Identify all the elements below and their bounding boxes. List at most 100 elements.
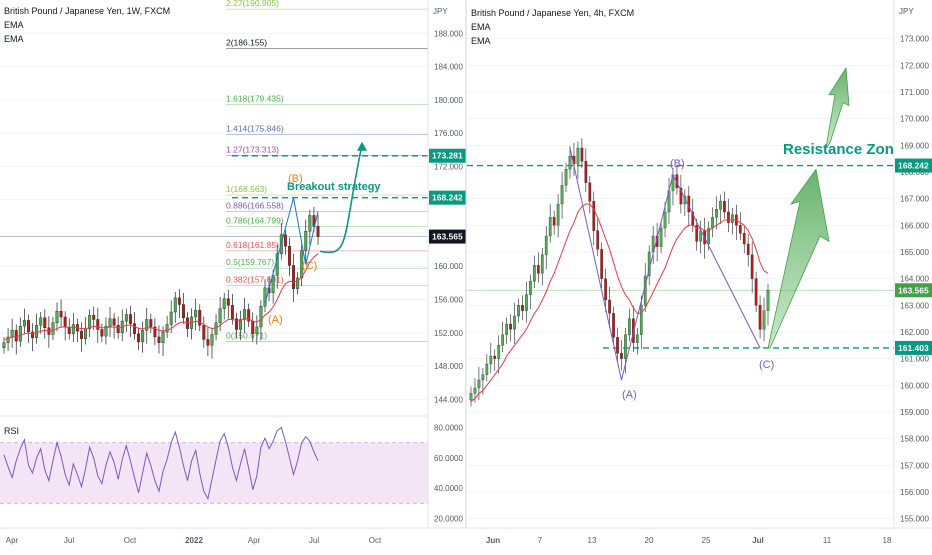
right-x-tick-label: 18 bbox=[883, 536, 892, 545]
left-y-tick-label: 148.000 bbox=[434, 362, 463, 371]
bullish-candle bbox=[141, 330, 145, 343]
bearish-candle bbox=[133, 323, 136, 334]
bullish-candle bbox=[210, 334, 214, 346]
fibonacci-extension[interactable]: 2.27(190.905) 2(186.155) 1.618(179.435) 1.4… bbox=[226, 0, 428, 342]
right-x-tick-label: 13 bbox=[588, 536, 597, 545]
bearish-candle bbox=[177, 297, 181, 305]
right-y-tick-label: 156.000 bbox=[900, 488, 929, 497]
right-y-tick-label: 172.000 bbox=[900, 61, 929, 70]
right-axis-background bbox=[894, 0, 932, 528]
right-y-tick-label: 166.000 bbox=[900, 221, 929, 230]
bullish-candle bbox=[556, 203, 560, 226]
bullish-candle bbox=[218, 308, 222, 324]
bullish-candle bbox=[308, 215, 312, 232]
bullish-candle bbox=[481, 374, 485, 381]
fib-level-label: 0.5(159.767) bbox=[226, 257, 274, 267]
right-currency-label: JPY bbox=[899, 7, 914, 16]
left-ema-line bbox=[3, 253, 319, 340]
bullish-candle bbox=[469, 393, 473, 401]
bearish-candle bbox=[202, 325, 206, 340]
bullish-candle bbox=[169, 311, 173, 325]
bullish-candle bbox=[124, 314, 128, 322]
left-x-tick-label: Jul bbox=[309, 536, 319, 545]
rsi-tick-label: 80.0000 bbox=[434, 424, 463, 433]
right-y-tick-label: 169.000 bbox=[900, 141, 929, 150]
right-candles bbox=[469, 138, 770, 407]
left-chart-pane[interactable]: 2.27(190.905) 2(186.155) 1.618(179.435) 1.4… bbox=[0, 0, 428, 528]
right-price-tags: 168.242 163.565 161.403 bbox=[895, 158, 932, 355]
bearish-candle bbox=[754, 278, 758, 306]
left-x-tick-label: Oct bbox=[124, 536, 137, 545]
right-x-tick-label: 25 bbox=[702, 536, 711, 545]
left-x-tick-label: Oct bbox=[369, 536, 382, 545]
bearish-candle bbox=[80, 330, 83, 339]
fib-level-label: 0.786(164.799) bbox=[226, 215, 284, 225]
bullish-candle bbox=[35, 325, 39, 338]
bearish-candle bbox=[675, 174, 679, 189]
right-x-tick-label: Jun bbox=[486, 536, 500, 545]
left-y-tick-label: 160.000 bbox=[434, 262, 463, 271]
left-horizontal-levels[interactable] bbox=[0, 155, 428, 237]
right-y-tick-label: 158.000 bbox=[900, 435, 929, 444]
right-horizontal-levels[interactable] bbox=[467, 164, 894, 349]
time-axes[interactable]: Apr Jul Oct 2022 Apr Jul Oct Jun 7 13 20 25 Jul 11 18 bbox=[0, 527, 932, 550]
bullish-candle bbox=[304, 231, 308, 251]
bullish-candle bbox=[711, 217, 714, 229]
right-chart-pane[interactable]: Resistance Zone (A) (B) (C) British Poun… bbox=[467, 0, 902, 528]
bullish-candle bbox=[263, 287, 267, 307]
right-x-tick-label: 11 bbox=[823, 536, 832, 545]
right-wave-a-label: (A) bbox=[622, 389, 637, 401]
bearish-candle bbox=[96, 319, 100, 330]
bullish-candle bbox=[497, 345, 501, 359]
bullish-candle bbox=[84, 328, 88, 339]
left-y-tick-label: 144.000 bbox=[434, 395, 463, 404]
left-y-tick-label: 184.000 bbox=[434, 63, 463, 72]
left-price-tag-label: 173.281 bbox=[432, 151, 463, 161]
breakout-arrow bbox=[319, 144, 363, 254]
bullish-candle bbox=[243, 309, 247, 320]
bullish-candle bbox=[2, 342, 6, 348]
bearish-candle bbox=[181, 304, 185, 319]
bullish-candle bbox=[663, 211, 667, 229]
bearish-candle bbox=[226, 298, 230, 306]
right-y-tick-label: 167.000 bbox=[900, 195, 929, 204]
bearish-candle bbox=[149, 319, 153, 328]
right-chart-background bbox=[467, 0, 894, 528]
bullish-projection-arrow-icon bbox=[767, 168, 830, 349]
right-y-tick-label: 160.000 bbox=[900, 381, 929, 390]
bearish-candle bbox=[128, 314, 132, 324]
right-price-axis[interactable]: JPY 173.000 172.000 171.000 170.000 169.000 1… bbox=[893, 0, 932, 528]
right-price-tag-label: 168.242 bbox=[898, 161, 929, 171]
fib-level-label: 1(168.563) bbox=[226, 184, 267, 194]
bearish-candle bbox=[234, 318, 238, 330]
bullish-candle bbox=[517, 305, 520, 317]
bearish-candle bbox=[727, 211, 730, 223]
right-chart-title: British Pound / Japanese Yen, 4h, FXCM bbox=[471, 8, 634, 18]
left-x-tick-label: Apr bbox=[6, 536, 19, 545]
bullish-candle bbox=[55, 310, 59, 324]
bearish-candle bbox=[137, 333, 141, 343]
bearish-candle bbox=[746, 243, 750, 255]
bearish-candle bbox=[584, 161, 588, 183]
left-price-axis[interactable]: JPY 188.000184.000180.000176.000172.0001… bbox=[427, 0, 466, 528]
bullish-candle bbox=[214, 322, 218, 335]
bullish-candle bbox=[762, 310, 766, 330]
fib-level-label: 0(150.971) bbox=[226, 330, 267, 340]
bearish-candle bbox=[59, 310, 63, 318]
rsi-label: RSI bbox=[4, 426, 19, 436]
rsi-ticks: 80.0000 60.0000 40.0000 20.0000 bbox=[434, 424, 463, 524]
rsi-band bbox=[0, 442, 428, 504]
bullish-candle bbox=[473, 387, 477, 394]
bearish-candle bbox=[92, 315, 96, 320]
right-y-tick-label: 161.000 bbox=[900, 355, 929, 364]
bearish-candle bbox=[612, 313, 615, 338]
bullish-candle bbox=[707, 227, 710, 245]
right-wave-b-label: (B) bbox=[670, 158, 685, 170]
rsi-tick-label: 20.0000 bbox=[434, 514, 463, 523]
bearish-candle bbox=[742, 233, 746, 245]
bearish-candle bbox=[312, 215, 316, 227]
fib-level-label: 0.382(157.691) bbox=[226, 274, 284, 284]
bullish-candle bbox=[568, 155, 572, 170]
bearish-candle bbox=[316, 226, 320, 237]
